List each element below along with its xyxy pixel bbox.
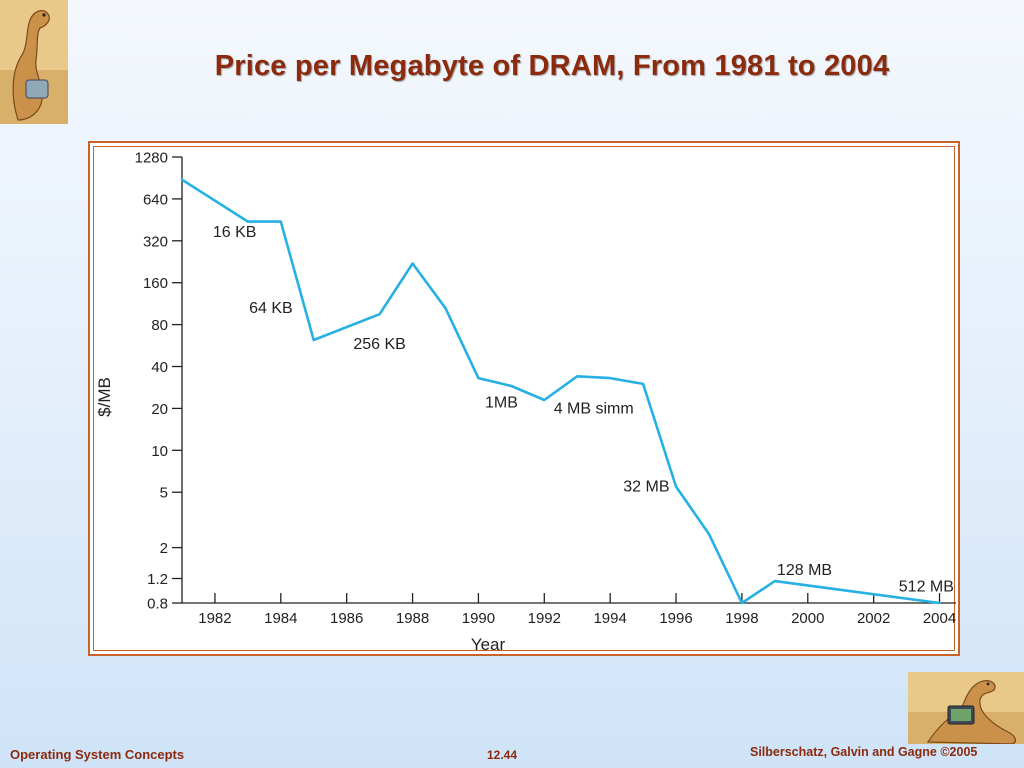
x-tick-label: 1984 — [264, 610, 297, 627]
x-tick-label: 1996 — [659, 610, 692, 627]
chart-frame: 0.8 1.2 2 5 10 20 40 80 160 320 640 1280 1982 1984 198… — [88, 141, 960, 656]
footer-course-title: Operating System Concepts — [10, 747, 185, 762]
y-tick-label: 5 — [160, 485, 168, 502]
memory-size-annotation: 64 KB — [249, 300, 293, 317]
x-tick-label: 1998 — [725, 610, 758, 627]
x-tick-label: 1986 — [330, 610, 363, 627]
y-tick-label: 20 — [151, 401, 168, 418]
y-tick-label: 10 — [151, 443, 168, 460]
y-tick-label: 1.2 — [147, 571, 168, 588]
memory-size-annotation: 32 MB — [623, 478, 669, 495]
y-tick-label: 320 — [143, 233, 168, 250]
x-tick-label: 1982 — [198, 610, 231, 627]
y-tick-label: 80 — [151, 317, 168, 334]
dinosaur-logo-bottom — [908, 672, 1024, 745]
memory-size-annotation: 128 MB — [777, 562, 832, 579]
memory-size-annotation: 1MB — [485, 395, 518, 412]
x-tick-label: 1990 — [462, 610, 495, 627]
chart-series — [180, 178, 941, 605]
chart-axes — [181, 157, 956, 604]
dinosaur-logo-top — [0, 0, 68, 124]
y-axis-label: $/MB — [95, 377, 114, 417]
chart-ticks: 0.8 1.2 2 5 10 20 40 80 160 320 640 1280 1982 1984 198… — [135, 150, 957, 628]
memory-size-annotation: 16 KB — [213, 224, 257, 241]
x-axis-label: Year — [471, 635, 506, 654]
y-tick-label: 40 — [151, 359, 168, 376]
x-tick-label: 1994 — [593, 610, 626, 627]
memory-size-annotation: 512 MB — [899, 579, 954, 596]
y-tick-label: 0.8 — [147, 596, 168, 613]
price-series-line — [180, 178, 941, 605]
slide-title: Price per Megabyte of DRAM, From 1981 to… — [214, 50, 890, 82]
y-tick-label: 1280 — [135, 150, 168, 167]
y-tick-label: 640 — [143, 191, 168, 208]
y-tick-label: 2 — [160, 540, 168, 557]
dram-price-chart: 0.8 1.2 2 5 10 20 40 80 160 320 640 1280 1982 1984 198… — [95, 150, 957, 655]
chart-inner-border — [93, 146, 955, 651]
x-tick-label: 1992 — [528, 610, 561, 627]
x-tick-label: 1988 — [396, 610, 429, 627]
y-tick-label: 160 — [143, 275, 168, 292]
footer-copyright: Silberschatz, Galvin and Gagne ©2005 — [750, 745, 978, 759]
x-tick-label: 2002 — [857, 610, 890, 627]
x-tick-label: 2004 — [923, 610, 956, 627]
x-tick-label: 2000 — [791, 610, 824, 627]
memory-size-annotation: 256 KB — [353, 336, 405, 353]
footer-slide-number: 12.44 — [487, 748, 518, 762]
chart-annotations: 16 KB 64 KB 256 KB 1MB 4 MB simm 32 MB 128 MB 5… — [213, 224, 954, 596]
memory-size-annotation: 4 MB simm — [554, 400, 634, 417]
